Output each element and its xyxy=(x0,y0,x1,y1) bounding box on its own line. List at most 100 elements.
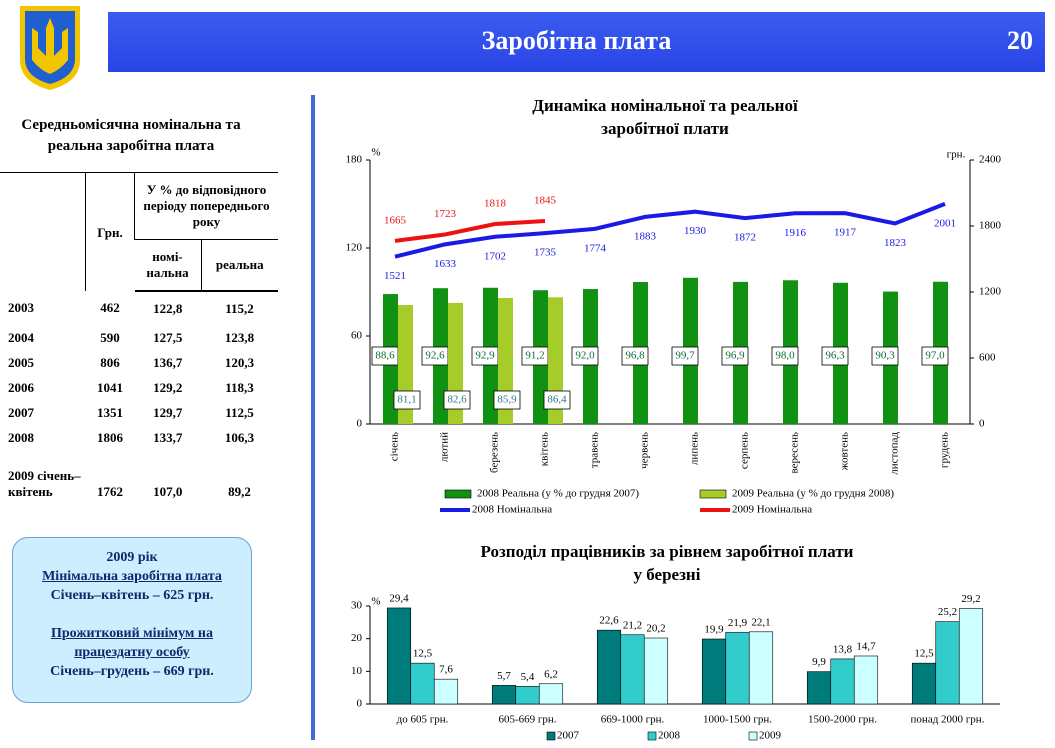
table-row: 2003 462 122,8 115,2 xyxy=(0,291,278,325)
value-label: 1665 xyxy=(384,214,407,226)
table-cell: 2004 xyxy=(8,329,34,345)
value-label: 98,0 xyxy=(775,350,795,362)
y-tick-label: 0 xyxy=(357,418,363,430)
line xyxy=(394,219,546,243)
bar xyxy=(491,685,517,705)
label-box xyxy=(543,390,571,410)
legend-swatch xyxy=(546,731,556,741)
bar xyxy=(958,608,984,705)
legend-label: 2008 xyxy=(658,730,681,742)
legend-swatch xyxy=(444,489,472,499)
line xyxy=(394,202,946,259)
value-label: 1916 xyxy=(784,227,807,239)
table-row: 2007 1351 129,7 112,5 xyxy=(0,400,278,425)
value-label: 1883 xyxy=(634,230,657,242)
bar xyxy=(538,683,564,705)
table-row: 2009 січень–квітень 1762 107,0 89,2 xyxy=(0,450,278,500)
table-cell: 133,7 xyxy=(153,429,183,445)
x-tick-label: квітень xyxy=(539,432,551,466)
bar xyxy=(748,631,774,705)
value-label: 6,2 xyxy=(544,668,558,680)
value-label: 29,4 xyxy=(389,592,409,604)
table-cell: 107,0 xyxy=(153,484,183,499)
label-box xyxy=(671,346,699,366)
value-label: 1845 xyxy=(534,195,557,207)
value-label: 92,0 xyxy=(575,350,595,362)
label-box xyxy=(871,346,899,366)
x-tick-label: січень xyxy=(389,432,401,461)
bar xyxy=(911,662,937,705)
value-label: 22,6 xyxy=(599,615,619,627)
label-box xyxy=(621,346,649,366)
value-label: 25,2 xyxy=(938,606,957,618)
x-tick-label: 669-1000 грн. xyxy=(601,714,665,726)
bar xyxy=(515,686,540,705)
y-axis-label: % xyxy=(371,596,380,608)
table-body: Грн. У % до відповідного періоду поперед… xyxy=(0,172,278,501)
value-label: 85,9 xyxy=(497,394,517,406)
x-tick-label: лютий xyxy=(439,432,451,462)
y-axis-label: % xyxy=(371,147,380,159)
slide-title: Заробітна плата xyxy=(481,26,672,55)
table-cell: 1762 xyxy=(97,484,123,499)
y-tick-label: 30 xyxy=(351,600,363,612)
label-box xyxy=(571,346,599,366)
y2-tick-label: 2400 xyxy=(979,154,1002,166)
value-label: 20,2 xyxy=(646,623,665,635)
header-bar: Заробітна плата 20 xyxy=(108,12,1045,72)
label-box xyxy=(821,346,849,366)
chart-title-line: у березні xyxy=(633,565,701,584)
value-label: 9,9 xyxy=(812,656,826,668)
header-row: номі-нальна реальна xyxy=(0,239,278,292)
table-title-line: реальна заробітна плата xyxy=(47,138,215,154)
bar xyxy=(806,671,832,705)
x-tick-label: вересень xyxy=(789,432,801,473)
table-cell: 122,8 xyxy=(153,300,183,316)
value-label: 90,3 xyxy=(875,350,895,362)
value-label: 19,9 xyxy=(704,624,724,636)
bar xyxy=(410,662,435,705)
label-box xyxy=(721,346,749,366)
table-title-line: Середньомісячна номінальна та xyxy=(21,117,241,133)
x-tick-label: травень xyxy=(589,432,601,468)
value-label: 1872 xyxy=(734,232,756,244)
value-label: 13,8 xyxy=(833,643,853,655)
x-tick-label: березень xyxy=(489,432,501,473)
value-label: 14,7 xyxy=(856,641,876,653)
value-label: 97,0 xyxy=(925,350,945,362)
bar xyxy=(935,621,960,705)
x-tick-label: липень xyxy=(689,432,701,465)
bar xyxy=(830,658,855,705)
table-cell: 112,5 xyxy=(225,404,254,420)
table-cell: 89,2 xyxy=(228,484,251,499)
y2-tick-label: 600 xyxy=(979,352,996,364)
y2-tick-label: 1800 xyxy=(979,220,1002,232)
chart-title-line: Динаміка номінальної та реальної xyxy=(532,96,798,115)
x-tick-label: понад 2000 грн. xyxy=(911,714,985,726)
table-title: Середньомісячна номінальна та реальна за… xyxy=(0,115,262,157)
value-label: 1735 xyxy=(534,247,557,259)
bar xyxy=(701,638,727,705)
info-heading: Прожитковий мінімум на xyxy=(51,626,213,641)
bar xyxy=(620,634,645,705)
table-cell: 129,2 xyxy=(153,379,183,395)
legend-label: 2008 Реальна (у % до грудня 2007) xyxy=(477,488,639,500)
x-tick-label: 605-669 грн. xyxy=(498,714,556,726)
chart-title: Динаміка номінальної та реальної заробіт… xyxy=(465,94,865,140)
value-label: 22,1 xyxy=(751,616,770,628)
chart: % 0 10 20 30 до 605 грн. 29,4 12,5 7,6 605-669 гр… xyxy=(351,592,1000,742)
x-tick-label: 1000-1500 грн. xyxy=(703,714,772,726)
value-label: 1823 xyxy=(884,237,907,249)
coat-of-arms xyxy=(20,6,80,90)
table-cell: 1806 xyxy=(97,429,123,445)
table-cell: 590 xyxy=(100,329,120,345)
x-tick-label: 1500-2000 грн. xyxy=(808,714,877,726)
value-label: 1521 xyxy=(384,270,406,282)
divider xyxy=(311,95,315,740)
bar xyxy=(853,655,879,705)
legend-swatch xyxy=(699,489,727,499)
bar xyxy=(386,607,412,705)
table-cell: 806 xyxy=(100,354,120,370)
table-cell: 127,5 xyxy=(153,329,183,345)
